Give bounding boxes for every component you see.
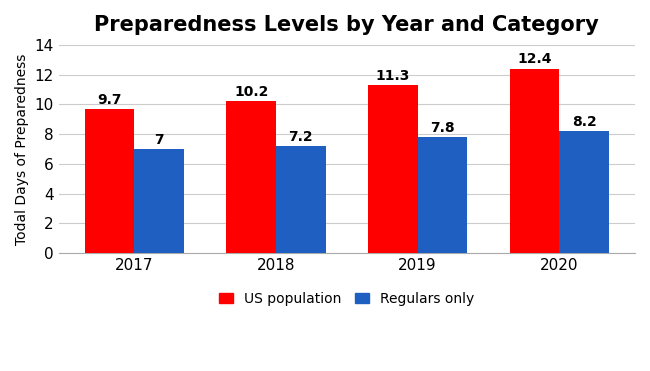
Bar: [418, 137, 467, 253]
Bar: [85, 109, 135, 253]
Text: 7.2: 7.2: [289, 130, 313, 144]
Text: 10.2: 10.2: [234, 85, 268, 99]
Text: 11.3: 11.3: [376, 69, 410, 83]
Bar: [559, 131, 609, 253]
Text: 7.8: 7.8: [430, 121, 455, 135]
Bar: [510, 69, 559, 253]
Legend: US population, Regulars only: US population, Regulars only: [212, 285, 482, 313]
Title: Preparedness Levels by Year and Category: Preparedness Levels by Year and Category: [94, 15, 599, 35]
Bar: [368, 85, 418, 253]
Y-axis label: Todal Days of Preparedness: Todal Days of Preparedness: [15, 53, 29, 244]
Text: 8.2: 8.2: [571, 115, 597, 129]
Text: 9.7: 9.7: [98, 93, 122, 106]
Bar: [276, 146, 326, 253]
Text: 7: 7: [155, 133, 164, 147]
Text: 12.4: 12.4: [517, 52, 552, 66]
Bar: [226, 101, 276, 253]
Bar: [135, 149, 184, 253]
